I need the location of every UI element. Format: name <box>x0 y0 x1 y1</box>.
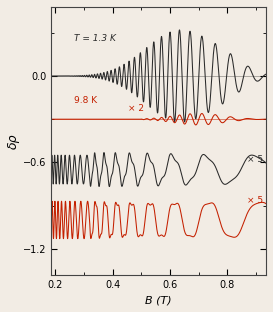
Text: T = 1.3 K: T = 1.3 K <box>74 35 116 43</box>
Text: 9.8 K: 9.8 K <box>74 96 97 105</box>
Text: × 2: × 2 <box>129 104 144 113</box>
Text: × 5: × 5 <box>247 196 263 205</box>
Text: × 5: × 5 <box>247 155 263 164</box>
Y-axis label: δρ: δρ <box>7 133 20 149</box>
X-axis label: B (T): B (T) <box>145 295 172 305</box>
